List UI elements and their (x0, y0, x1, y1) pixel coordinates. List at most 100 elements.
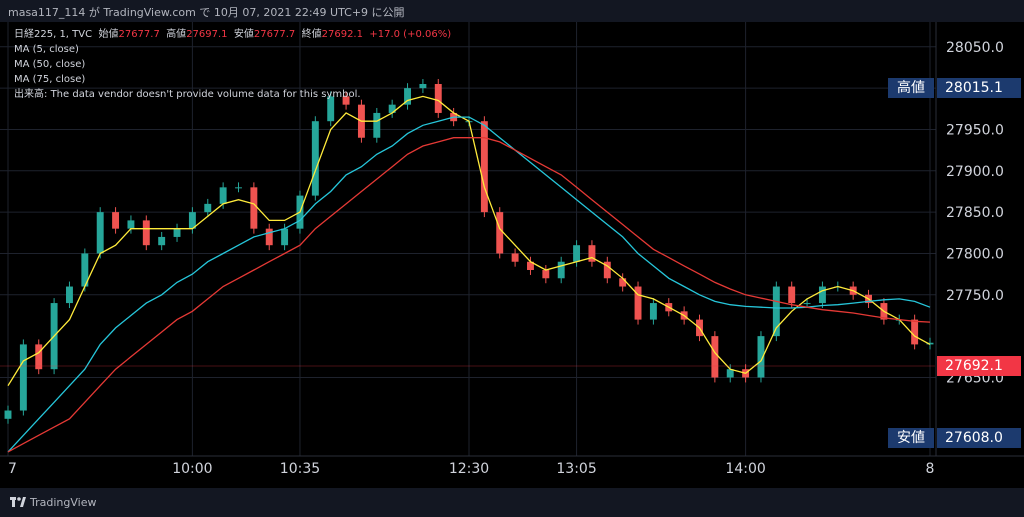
candle-body (250, 187, 258, 229)
y-tick-label: 27900.0 (946, 164, 1004, 180)
candle-body (419, 84, 427, 89)
candle-body (112, 212, 120, 229)
candle-body (265, 228, 273, 246)
high-label: 高値 (166, 29, 187, 40)
volume-row: 出来高: The data vendor doesn't provide vol… (14, 87, 451, 102)
low-value: 27677.7 (253, 29, 296, 40)
candle-body (66, 286, 73, 304)
y-tick-label: 28050.0 (946, 40, 1004, 56)
x-tick-label: 8 (926, 461, 935, 477)
candle-body (158, 236, 166, 246)
candle-body (219, 187, 227, 204)
high-price-text: 28015.1 (945, 80, 1003, 96)
candle-body (173, 228, 181, 237)
tradingview-logo-icon[interactable] (10, 495, 26, 509)
x-tick-label: 10:00 (172, 461, 212, 477)
candle-body (404, 88, 411, 105)
y-axis-ticks: 28050.028000.027950.027900.027850.027800… (946, 40, 1004, 387)
low-price-text: 27608.0 (945, 430, 1003, 446)
candle-body (204, 203, 212, 213)
candle-body (188, 212, 196, 229)
x-tick-label: 12:30 (449, 461, 489, 477)
candle-body (311, 121, 319, 196)
ma50-legend[interactable]: MA (50, close) (14, 59, 86, 70)
high-tag-label: 高値 (888, 78, 934, 98)
candle-body (127, 220, 135, 229)
volume-label: 出来高: (14, 89, 48, 100)
y-tick-label: 27800.0 (946, 246, 1004, 262)
symbol-label[interactable]: 日経225, 1, TVC (14, 29, 93, 40)
ma5-line (7, 95, 931, 387)
candle-body (235, 187, 242, 189)
candle-body (634, 286, 642, 320)
x-axis-ticks: 7 10:00 10:35 12:30 13:05 14:00 8 (8, 461, 934, 477)
candle-body (511, 253, 519, 262)
candle-body (373, 112, 381, 138)
ma50-line (7, 116, 931, 453)
y-tick-label: 27850.0 (946, 205, 1004, 221)
ma5-legend[interactable]: MA (5, close) (14, 44, 79, 55)
candle-body (281, 228, 289, 246)
candle-body (81, 253, 89, 287)
close-value: 27692.1 (321, 29, 363, 40)
open-value: 27677.7 (118, 29, 160, 40)
x-tick-label: 13:05 (556, 461, 596, 477)
last-price-tag: 27692.1 (937, 356, 1021, 376)
candle-body (711, 336, 719, 378)
high-tag-label-text: 高値 (897, 80, 925, 96)
ohlc-row: 日経225, 1, TVC 始値27677.7 高値27697.1 安値2767… (14, 27, 451, 42)
candle-body (480, 121, 488, 213)
candle-body (35, 344, 43, 370)
candle-body (496, 212, 504, 254)
candle-body (557, 261, 565, 279)
chart-legend: 日経225, 1, TVC 始値27677.7 高値27697.1 安値2767… (14, 27, 451, 102)
x-tick-label: 14:00 (725, 461, 765, 477)
candle-body (603, 261, 611, 279)
volume-note: The data vendor doesn't provide volume d… (50, 89, 361, 100)
candle-body (527, 261, 534, 270)
low-tag-label: 安値 (888, 428, 934, 448)
high-price-tag: 28015.1 (937, 78, 1021, 98)
y-tick-label: 27950.0 (946, 122, 1004, 138)
candle-body (757, 336, 765, 378)
candle-body (388, 104, 396, 113)
candle-body (788, 286, 796, 304)
candle-body (818, 286, 826, 304)
change-value: +17.0 (+0.06%) (369, 29, 452, 40)
close-label: 終値 (301, 29, 322, 40)
open-label: 始値 (98, 29, 119, 40)
candle-body (19, 344, 27, 411)
candle-body (434, 84, 442, 113)
grid-lines (0, 22, 936, 456)
footer-bar: TradingView (0, 488, 1024, 517)
attribution-text: masa117_114 が TradingView.com で 10月 07, … (8, 6, 405, 19)
candle-body (588, 245, 596, 262)
candle-body (4, 410, 12, 419)
candle-body (726, 369, 734, 378)
candle-body (573, 245, 581, 262)
candle-body (911, 319, 919, 345)
moving-averages (7, 95, 931, 453)
candle-body (327, 96, 335, 122)
header-bar: masa117_114 が TradingView.com で 10月 07, … (0, 0, 1024, 22)
candle-body (142, 220, 150, 246)
low-price-tag: 27608.0 (937, 428, 1021, 448)
candle-body (96, 212, 104, 254)
last-price-text: 27692.1 (945, 358, 1003, 374)
ma75-line (7, 137, 931, 453)
x-tick-label: 10:35 (280, 461, 320, 477)
high-value: 27697.1 (186, 29, 228, 40)
candle-body (342, 96, 350, 105)
footer-brand[interactable]: TradingView (30, 496, 97, 509)
candle-body (803, 303, 811, 305)
candle-body (772, 286, 780, 337)
candle-body (542, 270, 550, 279)
candle-body (649, 303, 657, 320)
low-label: 安値 (233, 29, 254, 40)
low-tag-label-text: 安値 (897, 430, 925, 446)
x-tick-label: 7 (8, 461, 17, 477)
candle-body (926, 342, 934, 345)
ma75-legend[interactable]: MA (75, close) (14, 74, 86, 85)
candle-body (619, 278, 627, 287)
y-tick-label: 27750.0 (946, 288, 1004, 304)
